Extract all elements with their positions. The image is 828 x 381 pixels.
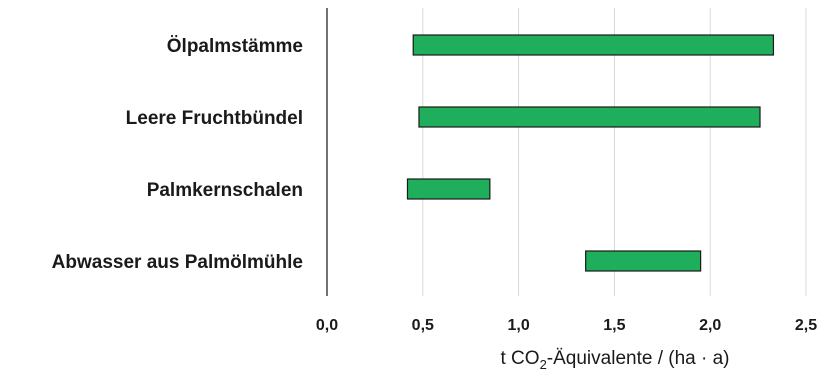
category-label: Palmkernschalen bbox=[147, 180, 303, 201]
category-labels: Ölpalmstämme Leere Fruchtbündel Palmkernsc… bbox=[52, 36, 303, 273]
category-label: Ölpalmstämme bbox=[167, 36, 303, 57]
x-tick-label: 1,5 bbox=[603, 317, 625, 334]
bar bbox=[585, 250, 702, 272]
x-tick-label: 0,0 bbox=[316, 317, 338, 334]
gridlines bbox=[422, 8, 807, 296]
x-tick-label: 2,5 bbox=[795, 317, 817, 334]
x-tick-label: 1,0 bbox=[507, 317, 529, 334]
bar bbox=[406, 178, 491, 200]
x-axis-title: t CO2-Äquivalente / (ha · a) bbox=[501, 348, 730, 372]
x-tick-label: 0,5 bbox=[412, 317, 434, 334]
bar bbox=[412, 34, 775, 56]
x-tick-label: 2,0 bbox=[699, 317, 721, 334]
category-label: Leere Fruchtbündel bbox=[126, 108, 303, 129]
bar bbox=[418, 106, 761, 128]
bars bbox=[406, 34, 775, 272]
category-label: Abwasser aus Palmölmühle bbox=[52, 252, 303, 273]
x-tick-labels: 0,0 0,5 1,0 1,5 2,0 2,5 bbox=[316, 317, 817, 334]
